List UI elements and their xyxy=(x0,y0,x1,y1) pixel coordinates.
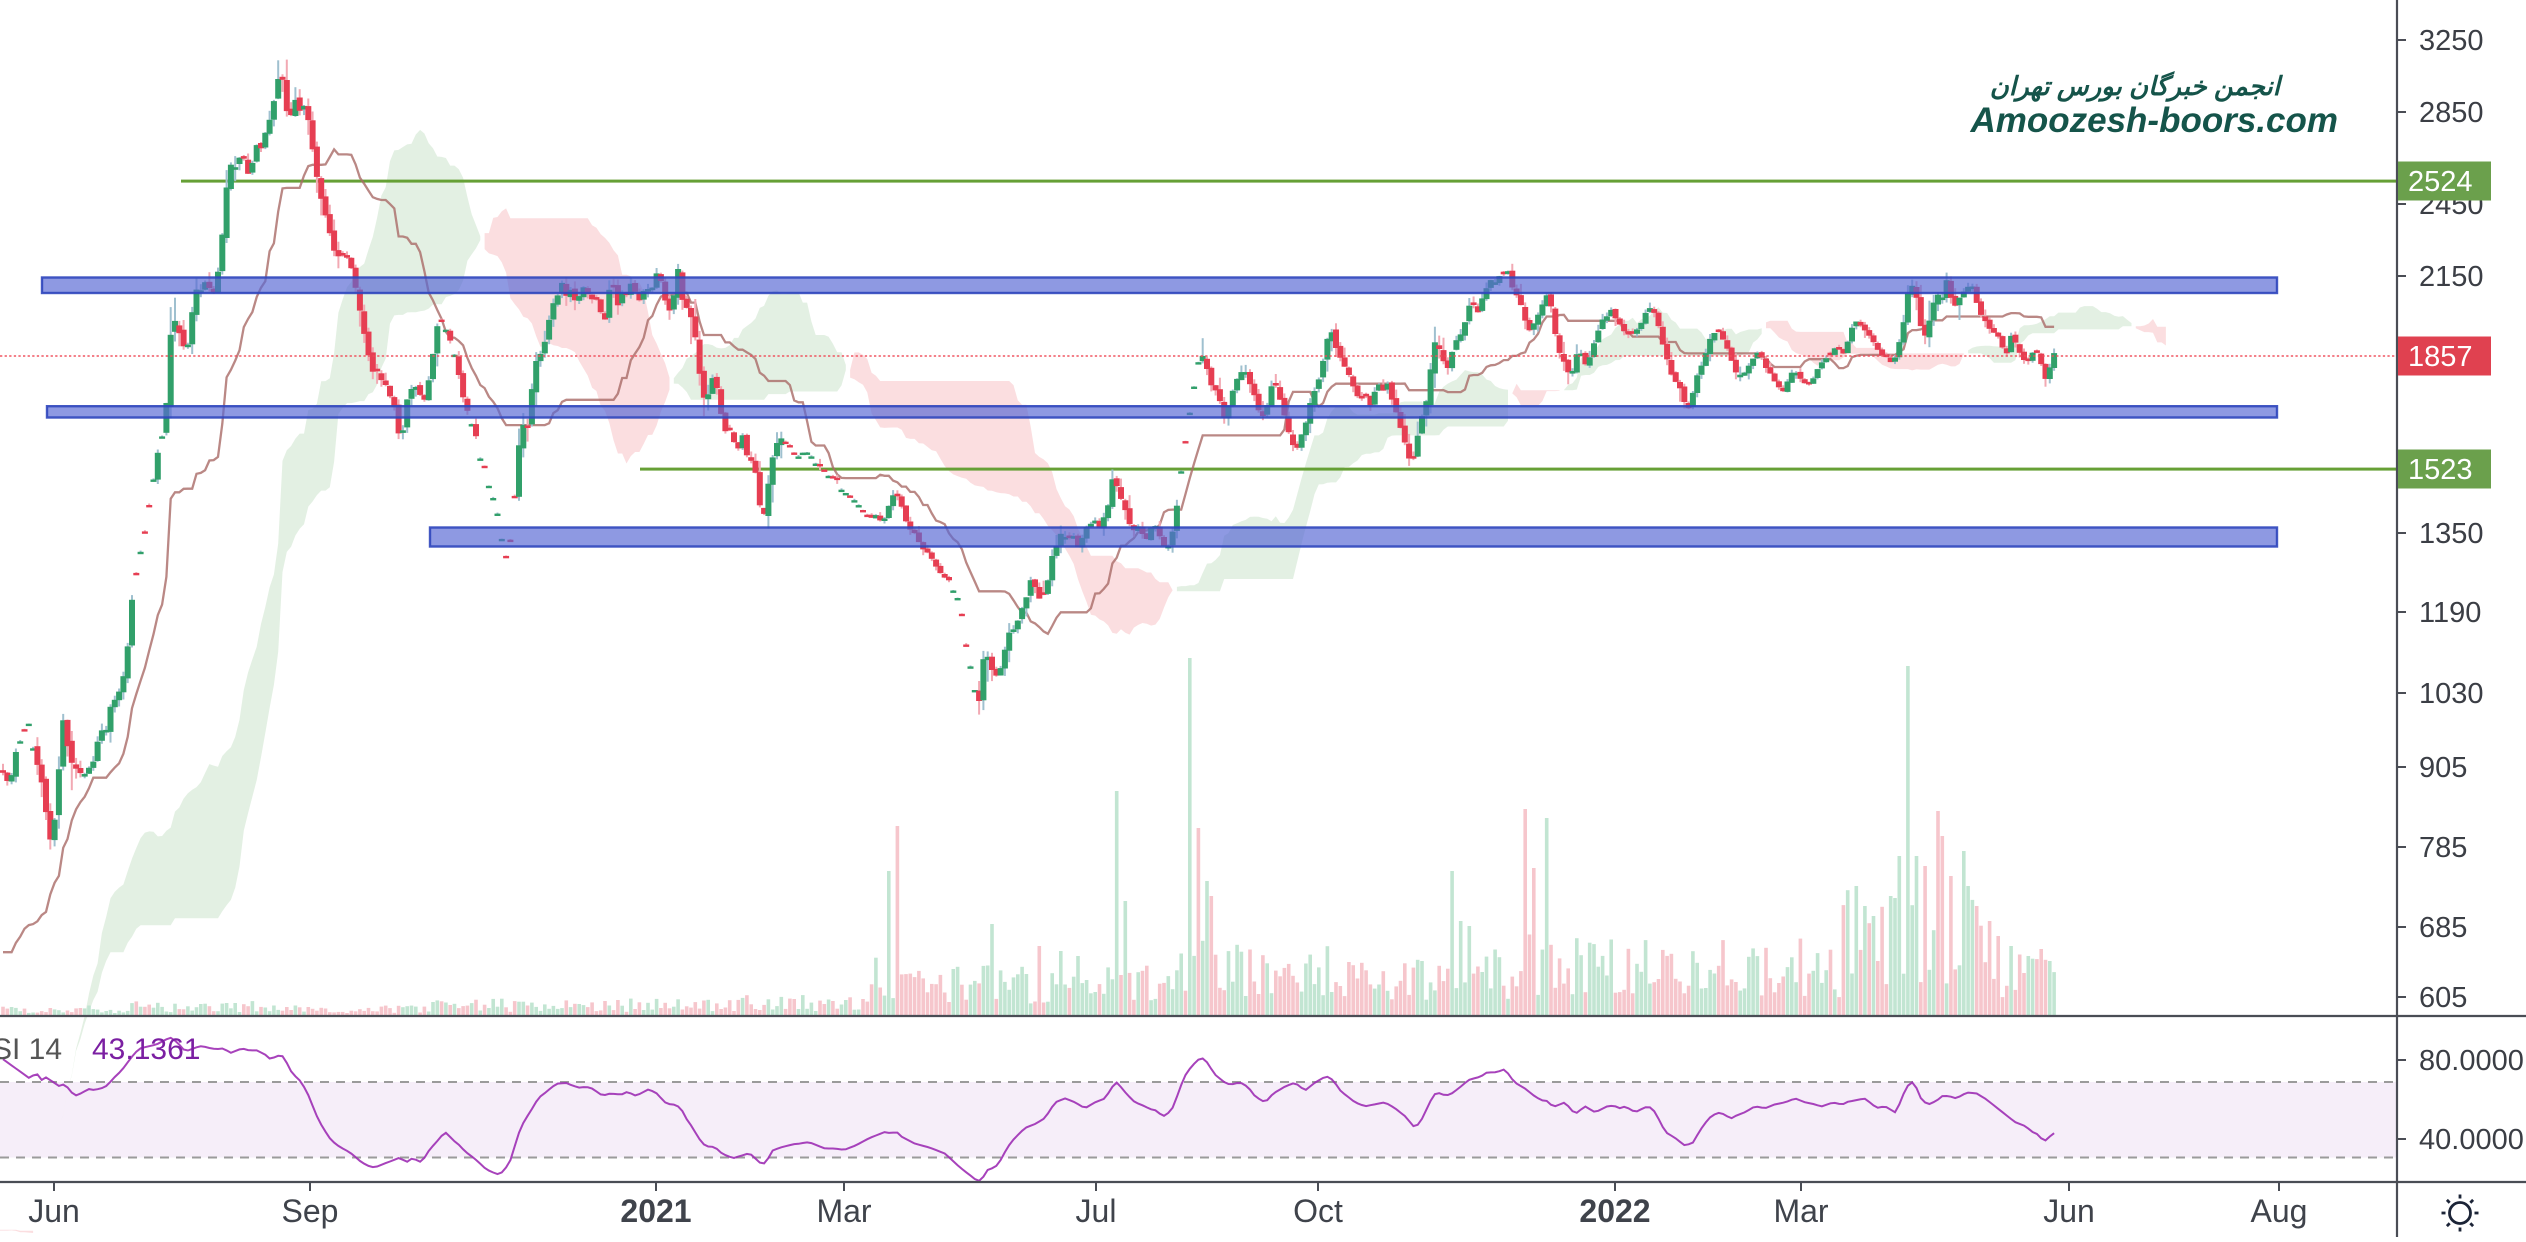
svg-text:605: 605 xyxy=(2419,982,2467,1014)
svg-text:Jun: Jun xyxy=(2043,1193,2095,1229)
svg-text:1523: 1523 xyxy=(2408,454,2473,486)
svg-text:Jun: Jun xyxy=(28,1193,80,1229)
svg-text:Jul: Jul xyxy=(1076,1193,1117,1229)
svg-text:785: 785 xyxy=(2419,832,2467,864)
svg-text:2150: 2150 xyxy=(2419,261,2484,293)
svg-text:905: 905 xyxy=(2419,752,2467,784)
svg-text:40.0000: 40.0000 xyxy=(2419,1124,2524,1156)
svg-text:80.0000: 80.0000 xyxy=(2419,1045,2524,1077)
svg-text:1030: 1030 xyxy=(2419,678,2484,710)
svg-text:Mar: Mar xyxy=(1773,1193,1828,1229)
svg-text:3250: 3250 xyxy=(2419,25,2484,57)
svg-text:1350: 1350 xyxy=(2419,518,2484,550)
svg-text:2524: 2524 xyxy=(2408,166,2473,198)
svg-text:Amoozesh-boors.com: Amoozesh-boors.com xyxy=(1969,101,2338,140)
svg-text:685: 685 xyxy=(2419,912,2467,944)
svg-text:SI 14: SI 14 xyxy=(0,1033,62,1066)
svg-text:1190: 1190 xyxy=(2419,597,2481,629)
svg-text:Sep: Sep xyxy=(282,1193,339,1229)
svg-text:انجمن خبرگان بورس تهران: انجمن خبرگان بورس تهران xyxy=(1990,70,2284,102)
svg-text:43.1361: 43.1361 xyxy=(92,1033,200,1066)
svg-text:2021: 2021 xyxy=(620,1193,691,1229)
svg-text:Oct: Oct xyxy=(1293,1193,1343,1229)
svg-text:1857: 1857 xyxy=(2408,341,2473,373)
svg-text:2850: 2850 xyxy=(2419,97,2484,129)
svg-text:2022: 2022 xyxy=(1579,1193,1650,1229)
svg-text:Mar: Mar xyxy=(816,1193,871,1229)
svg-text:Aug: Aug xyxy=(2251,1193,2308,1229)
